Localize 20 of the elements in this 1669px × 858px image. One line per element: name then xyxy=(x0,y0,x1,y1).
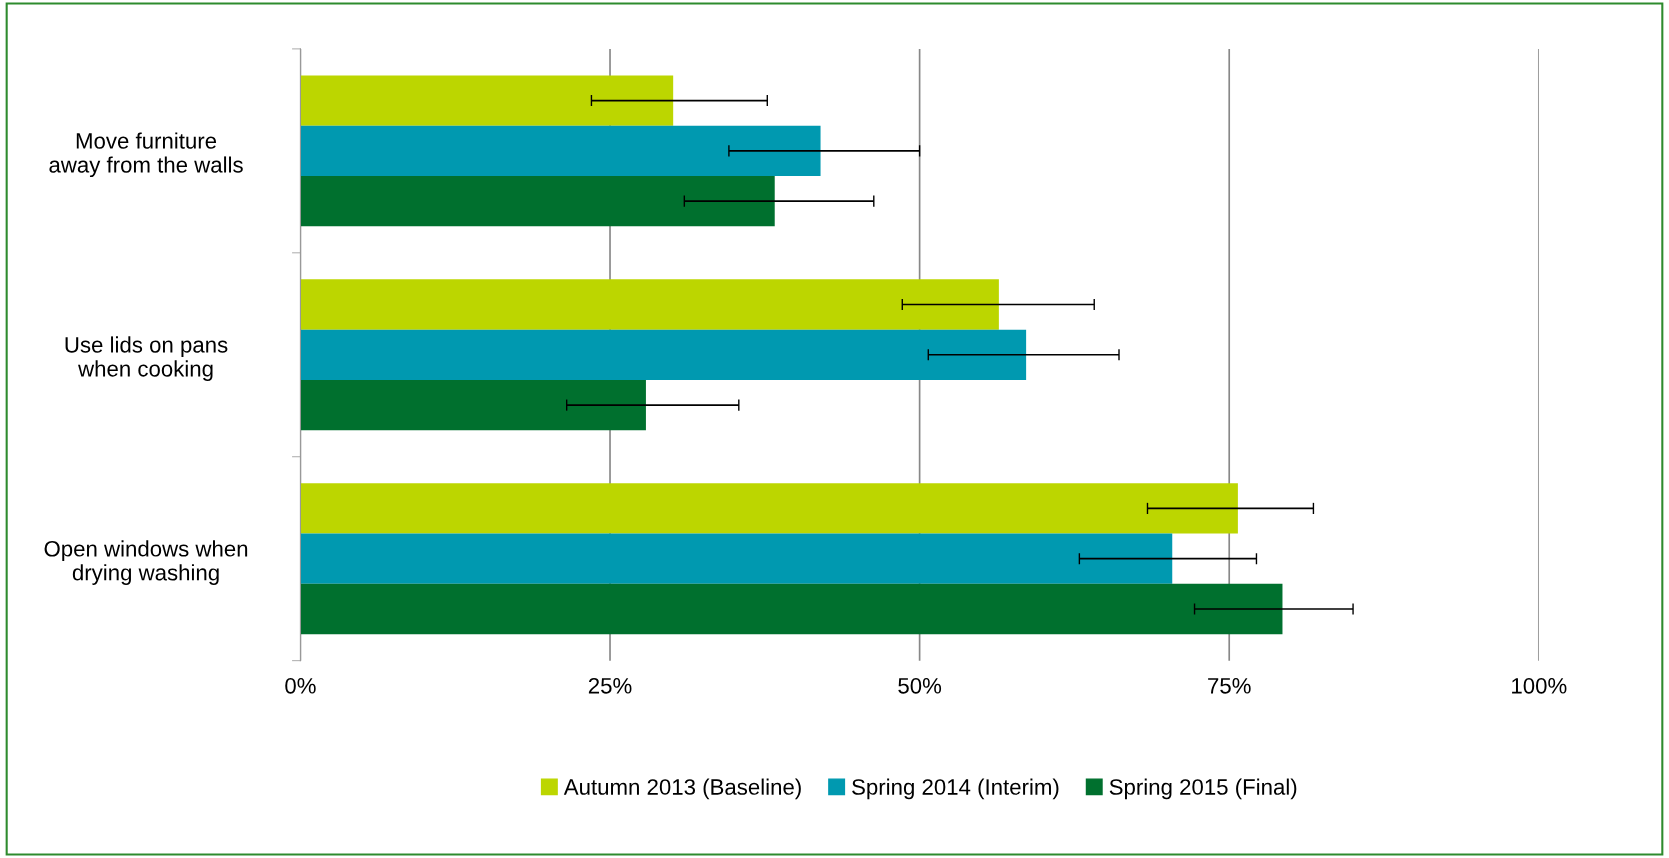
x-tick-label: 100% xyxy=(1512,677,1567,694)
legend-label: Autumn 2013 (Baseline) xyxy=(563,778,801,800)
y-tick-label: Move furniture away from the walls xyxy=(49,132,243,178)
bar xyxy=(300,583,1283,635)
y-tick-label: Open windows when drying washing xyxy=(44,540,248,585)
bar xyxy=(300,75,674,126)
legend-label: Spring 2014 (Interim) xyxy=(852,778,1059,800)
bar xyxy=(300,379,646,431)
bar xyxy=(300,533,1173,584)
x-tick-label: 75% xyxy=(1208,678,1251,694)
bar xyxy=(300,279,999,330)
bar xyxy=(300,125,821,177)
y-tick-label: Use lids on pans when cooking xyxy=(65,336,228,382)
x-tick-label: 0% xyxy=(285,677,316,694)
bar xyxy=(300,329,1027,380)
bar xyxy=(300,176,775,227)
legend-label: Spring 2015 (Final) xyxy=(1109,778,1297,800)
bar xyxy=(300,483,1238,534)
x-tick-label: 50% xyxy=(898,677,942,694)
x-tick-label: 25% xyxy=(588,677,632,694)
